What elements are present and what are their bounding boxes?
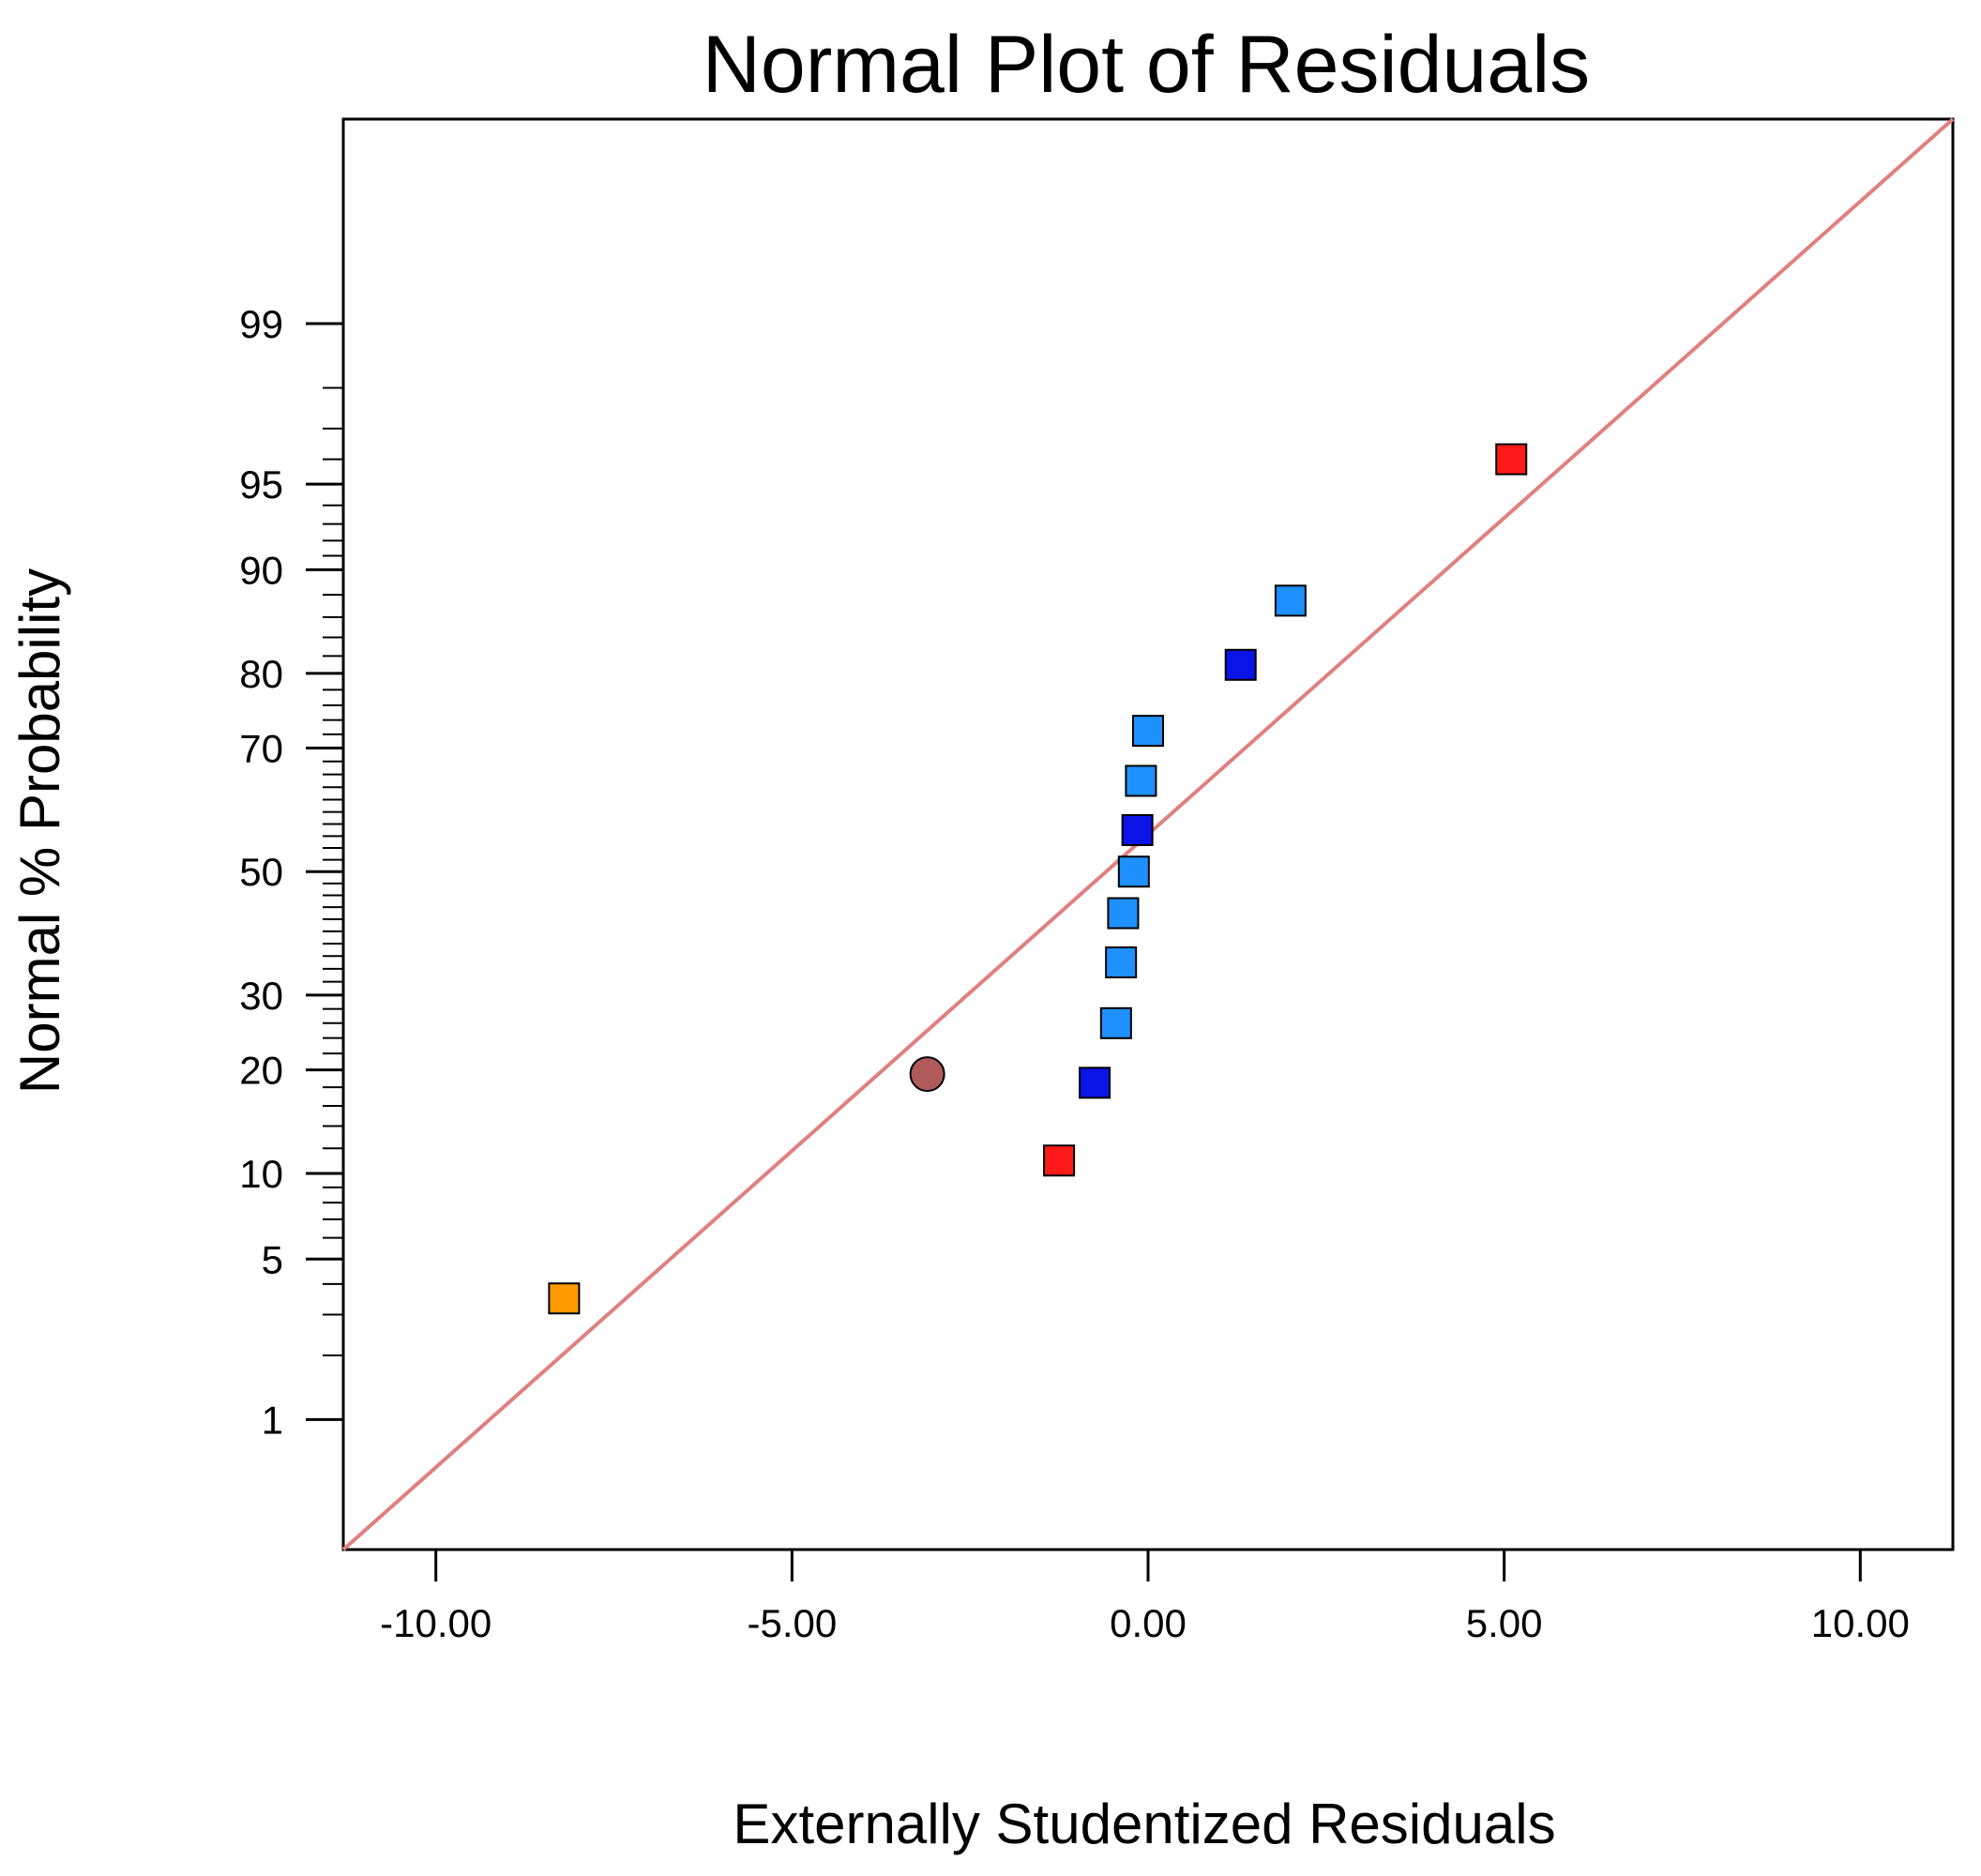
data-point-square xyxy=(1107,897,1140,930)
x-tick-label: 0.00 xyxy=(1110,1601,1187,1645)
data-point-square xyxy=(1121,813,1154,846)
y-tick-label: 95 xyxy=(239,462,283,507)
data-point-square xyxy=(1274,584,1307,617)
y-tick-label: 70 xyxy=(239,727,283,771)
x-tick-label: -5.00 xyxy=(747,1601,837,1645)
data-point-circle xyxy=(909,1056,945,1093)
x-tick-label: 5.00 xyxy=(1466,1601,1543,1645)
data-point-square xyxy=(1043,1144,1076,1177)
y-tick-label: 20 xyxy=(239,1049,283,1093)
x-axis-ticks: -10.00 -5.00 0.00 5.00 10.00 xyxy=(380,1550,1910,1645)
y-tick-label: 30 xyxy=(239,974,283,1018)
y-tick-label: 1 xyxy=(262,1398,283,1442)
x-axis-label: Externally Studentized Residuals xyxy=(733,1793,1555,1855)
data-point-square xyxy=(1495,443,1528,476)
chart-title: Normal Plot of Residuals xyxy=(703,20,1590,110)
x-tick-label: -10.00 xyxy=(380,1601,491,1645)
data-point-square xyxy=(1132,715,1164,748)
y-axis-ticks: 1 5 10 20 30 50 70 80 90 95 99 xyxy=(239,302,343,1442)
y-axis-label: Normal % Probability xyxy=(8,568,71,1094)
data-point-square xyxy=(1224,648,1257,681)
y-tick-label: 5 xyxy=(262,1237,283,1281)
data-point-square xyxy=(1105,946,1138,978)
data-point-square xyxy=(1079,1067,1111,1099)
data-point-square xyxy=(1125,764,1157,797)
data-point-square xyxy=(548,1282,581,1315)
y-tick-label: 80 xyxy=(239,652,283,696)
data-points-layer xyxy=(548,443,1528,1315)
y-tick-label: 99 xyxy=(239,302,283,346)
data-point-square xyxy=(1117,855,1150,888)
x-tick-label: 10.00 xyxy=(1811,1601,1910,1645)
y-tick-label: 90 xyxy=(239,548,283,592)
data-point-square xyxy=(1099,1006,1132,1039)
y-tick-label: 10 xyxy=(239,1152,283,1196)
y-tick-label: 50 xyxy=(239,850,283,894)
